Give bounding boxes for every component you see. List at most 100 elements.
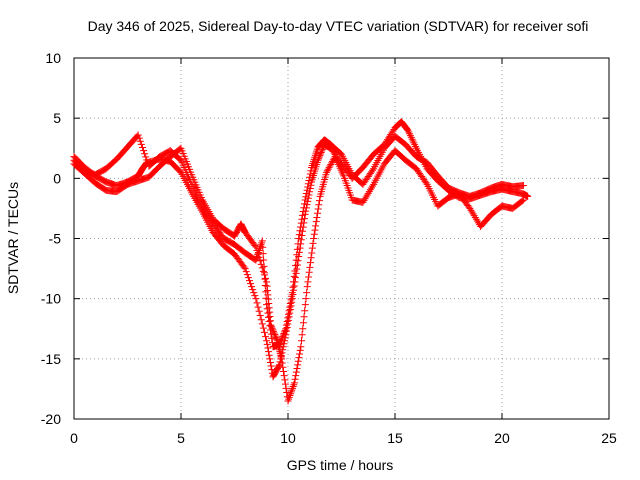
- data-point: [259, 324, 267, 332]
- data-point: [297, 219, 305, 227]
- data-point: [137, 140, 145, 148]
- data-point: [361, 195, 369, 203]
- data-point: [263, 337, 271, 345]
- data-point: [252, 243, 260, 251]
- data-point: [311, 226, 319, 234]
- data-point: [291, 262, 299, 270]
- data-point: [324, 165, 332, 173]
- data-point: [301, 301, 309, 309]
- data-point: [406, 130, 414, 138]
- data-point: [519, 182, 527, 190]
- data-point: [293, 265, 301, 273]
- data-point: [360, 197, 368, 205]
- data-point: [362, 193, 370, 201]
- data-point: [409, 137, 417, 145]
- y-tick-label: 0: [53, 170, 61, 186]
- data-point: [245, 277, 253, 285]
- data-point: [325, 164, 333, 172]
- data-point: [315, 197, 323, 205]
- data-point: [255, 253, 263, 261]
- data-point: [292, 372, 300, 380]
- y-tick-label: -5: [49, 231, 62, 247]
- data-point: [286, 299, 294, 307]
- data-point: [310, 230, 318, 238]
- data-point: [282, 384, 290, 392]
- data-point: [289, 283, 297, 291]
- data-point: [267, 321, 275, 329]
- data-point: [290, 282, 298, 290]
- data-point: [262, 333, 270, 341]
- data-point: [406, 132, 414, 140]
- data-point: [323, 167, 331, 175]
- data-point: [473, 217, 481, 225]
- data-series: [70, 131, 527, 351]
- data-point: [304, 278, 312, 286]
- data-point: [283, 389, 291, 397]
- data-point: [301, 196, 309, 204]
- x-tick-label: 20: [494, 430, 510, 446]
- data-point: [312, 218, 320, 226]
- data-point: [253, 246, 261, 254]
- data-point: [300, 313, 308, 321]
- data-point: [292, 256, 300, 264]
- data-point: [255, 307, 263, 315]
- data-point: [313, 213, 321, 221]
- data-point: [138, 144, 146, 152]
- data-point: [254, 303, 262, 311]
- x-axis-title: GPS time / hours: [287, 457, 394, 473]
- data-point: [302, 295, 310, 303]
- data-point: [280, 372, 288, 380]
- data-point: [297, 343, 305, 351]
- data-point: [292, 368, 300, 376]
- x-tick-label: 25: [601, 430, 617, 446]
- data-point: [283, 318, 291, 326]
- data-point: [293, 251, 301, 259]
- data-point: [323, 168, 331, 176]
- data-point: [314, 209, 322, 217]
- data-point: [303, 289, 311, 297]
- data-point: [304, 183, 312, 191]
- data-point: [259, 267, 267, 275]
- y-tick-label: -20: [41, 411, 61, 427]
- data-point: [317, 150, 325, 158]
- data-point: [278, 359, 286, 367]
- data-point: [143, 156, 151, 164]
- data-point: [258, 239, 266, 247]
- data-point: [307, 254, 315, 262]
- data-point: [256, 312, 264, 320]
- data-point: [281, 380, 289, 388]
- data-point: [518, 197, 526, 205]
- data-point: [282, 325, 290, 333]
- data-point: [410, 139, 418, 147]
- data-series: [70, 144, 527, 405]
- data-point: [261, 282, 269, 290]
- data-point: [302, 193, 310, 201]
- data-point: [296, 350, 304, 358]
- chart-title: Day 346 of 2025, Sidereal Day-to-day VTE…: [88, 18, 589, 34]
- data-point: [327, 160, 335, 168]
- data-point: [366, 186, 374, 194]
- data-point: [244, 274, 252, 282]
- data-point: [306, 173, 314, 181]
- data-point: [306, 259, 314, 267]
- data-point: [467, 206, 475, 214]
- data-point: [287, 388, 295, 396]
- data-point: [269, 326, 277, 334]
- data-point: [293, 261, 301, 269]
- data-point: [271, 331, 279, 339]
- data-point: [284, 397, 292, 405]
- data-point: [369, 166, 377, 174]
- data-point: [280, 367, 288, 375]
- data-point: [249, 286, 257, 294]
- data-point: [275, 362, 283, 370]
- data-point: [299, 319, 307, 327]
- data-point: [412, 142, 420, 150]
- data-point: [298, 331, 306, 339]
- data-point: [291, 267, 299, 275]
- data-point: [312, 222, 320, 230]
- data-point: [256, 257, 264, 265]
- data-point: [295, 235, 303, 242]
- data-point: [283, 321, 291, 329]
- grid-lines: [74, 58, 609, 419]
- data-point: [408, 135, 416, 143]
